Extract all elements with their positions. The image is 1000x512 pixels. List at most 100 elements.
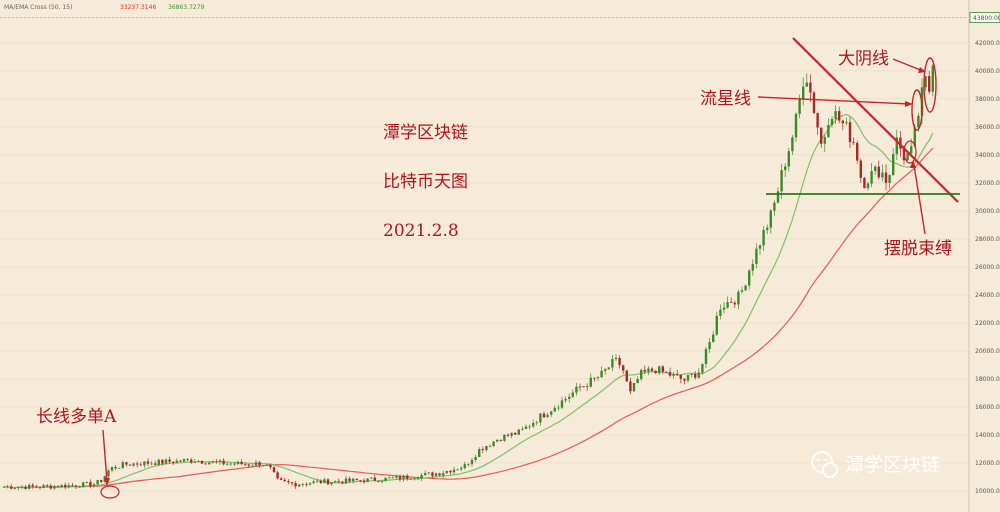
candle-body <box>928 76 931 92</box>
candle-body <box>582 386 585 388</box>
candle-body <box>287 481 290 483</box>
candle-body <box>64 484 67 488</box>
candle-body <box>413 478 416 480</box>
candle-body <box>406 475 409 479</box>
candle-body <box>514 432 517 435</box>
big-bear-arrowhead <box>918 67 926 73</box>
candle-body <box>899 137 902 149</box>
candle-body <box>172 461 175 463</box>
candle-body <box>586 386 589 387</box>
candle-body <box>672 373 675 376</box>
candle-body <box>204 463 207 465</box>
candle-body <box>456 469 459 471</box>
candle-body <box>658 366 661 374</box>
candle-body <box>35 486 38 488</box>
candle-body <box>359 480 362 481</box>
title-text: 潭学区块链 <box>383 123 468 143</box>
candle-body <box>485 446 488 451</box>
candle-body <box>427 472 430 474</box>
candle-body <box>827 124 830 138</box>
candle-body <box>755 248 758 264</box>
candle-body <box>330 482 333 485</box>
candle-body <box>218 460 222 463</box>
candle-body <box>373 477 376 481</box>
candle-body <box>118 467 121 469</box>
candle-body <box>506 434 510 436</box>
candle-body <box>74 485 78 487</box>
candle-body <box>355 478 358 481</box>
candle-body <box>236 461 240 465</box>
candle-body <box>161 459 164 464</box>
candle-body <box>744 285 747 291</box>
candle-body <box>701 364 704 373</box>
candle-body <box>784 166 787 171</box>
date-text: 2021.2.8 <box>383 221 459 241</box>
y-tick-label: 42000.00 <box>975 40 1000 47</box>
candle-body <box>384 477 387 481</box>
candle-body <box>251 465 254 467</box>
candle-body <box>614 357 618 360</box>
candle-body <box>460 468 463 470</box>
candle-body <box>395 476 398 478</box>
candle-body <box>326 479 330 485</box>
candle-body <box>737 291 740 305</box>
indicator-name: MA/EMA Cross (50, 15) <box>4 4 72 11</box>
candle-body <box>474 457 477 460</box>
y-tick-label: 38000.00 <box>975 96 1000 103</box>
candle-body <box>17 487 20 489</box>
candle-body <box>337 481 340 482</box>
candle-body <box>859 160 862 178</box>
candle-body <box>866 183 870 189</box>
candle-body <box>712 334 715 343</box>
candle-body <box>269 464 272 468</box>
candle-body <box>233 463 236 465</box>
candle-body <box>834 111 837 120</box>
candle-body <box>557 407 560 409</box>
candle-body <box>568 396 571 399</box>
candle-body <box>640 369 643 380</box>
candle-body <box>175 460 178 463</box>
candle-body <box>442 473 445 476</box>
y-tick-label: 26000.00 <box>975 264 1000 271</box>
candle-body <box>560 400 564 408</box>
candle-body <box>650 368 654 371</box>
candle-body <box>881 172 884 178</box>
candle-body <box>542 413 546 418</box>
candle-body <box>280 478 283 480</box>
long-buy-arrow <box>102 429 108 483</box>
candle-body <box>780 170 783 192</box>
candle-body <box>618 357 621 366</box>
candle-body <box>200 460 204 464</box>
candle-body <box>344 478 348 484</box>
candle-body <box>467 464 470 465</box>
candle-body <box>164 459 168 464</box>
candle-body <box>67 485 70 488</box>
candle-body <box>150 463 153 465</box>
candle-body <box>611 359 614 368</box>
candle-body <box>510 432 513 436</box>
candle-body <box>362 480 366 483</box>
candle-body <box>110 467 114 471</box>
candle-body <box>366 478 369 483</box>
candle-body <box>798 98 801 114</box>
candle-body <box>301 484 304 485</box>
candle-body <box>190 459 193 463</box>
candle-body <box>654 370 657 374</box>
candle-body <box>802 86 805 99</box>
candle-body <box>622 365 625 371</box>
candle-body <box>604 369 607 371</box>
candle-body <box>334 481 337 483</box>
candle-body <box>791 137 794 152</box>
candle-body <box>758 245 762 249</box>
candle-body <box>895 137 898 155</box>
breakout-arrowhead <box>910 160 916 168</box>
candle-body <box>524 426 528 429</box>
candle-body <box>848 122 852 143</box>
candle-body <box>496 439 499 442</box>
candle-body <box>272 467 276 473</box>
candle-body <box>323 479 326 484</box>
candle-body <box>776 191 780 203</box>
candle-body <box>751 263 754 271</box>
candle-body <box>312 481 315 484</box>
candle-body <box>600 370 603 378</box>
